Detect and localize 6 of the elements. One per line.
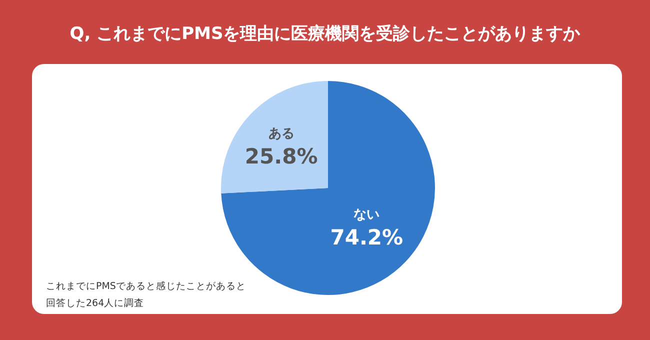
chart-title: Q, これまでにPMSを理由に医療機関を受診したことがありますか — [68, 23, 582, 45]
text: これまでにPMSであると感じたことがあると回答した264人に調査 — [46, 280, 246, 311]
slice-label: ある — [268, 126, 294, 142]
data-label: 25.8% — [244, 144, 318, 168]
data-label: 74.2% — [330, 226, 404, 250]
slice-label: ない — [354, 208, 380, 223]
